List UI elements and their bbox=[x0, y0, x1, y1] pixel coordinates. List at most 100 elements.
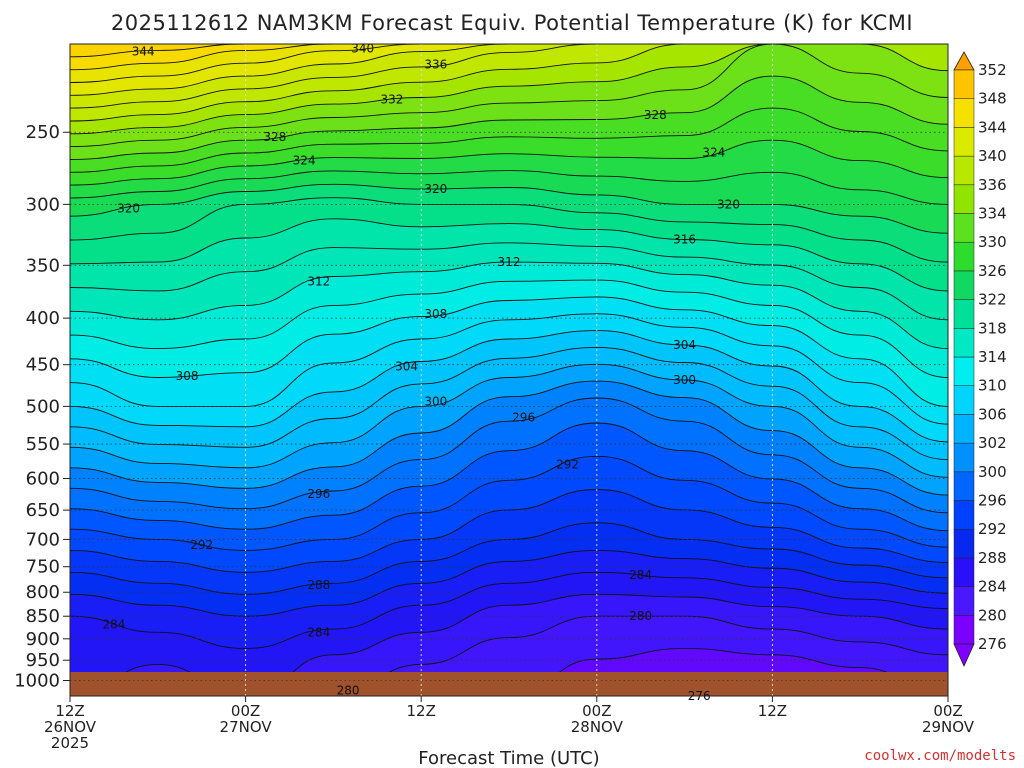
contour-label: 288 bbox=[307, 578, 330, 592]
isentrope-line bbox=[70, 44, 948, 109]
colorbar-label: 340 bbox=[978, 147, 1007, 165]
x-tick-label: 12Z bbox=[55, 702, 84, 720]
plot-frame bbox=[69, 43, 949, 697]
contour-label: 280 bbox=[629, 609, 652, 623]
isentrope-line bbox=[70, 279, 948, 378]
isentrope-line bbox=[70, 44, 948, 71]
colorbar-label: 306 bbox=[978, 405, 1007, 423]
contour-label: 320 bbox=[424, 182, 447, 196]
y-tick-label: 750 bbox=[26, 557, 60, 578]
x-tick-label: 26NOV bbox=[44, 718, 97, 736]
y-tick-label: 550 bbox=[26, 434, 60, 455]
x-tick-label: 12Z bbox=[758, 702, 787, 720]
contour-label: 308 bbox=[176, 369, 199, 383]
x-tick-label: 2025 bbox=[51, 734, 89, 752]
contour-label: 340 bbox=[351, 41, 374, 55]
contour-label: 336 bbox=[424, 57, 447, 71]
isentrope-line bbox=[70, 242, 948, 321]
isentrope-line bbox=[70, 363, 948, 478]
colorbar-label: 276 bbox=[978, 635, 1007, 653]
colorbar-swatch bbox=[953, 155, 975, 186]
chart-title: 2025112612 NAM3KM Forecast Equiv. Potent… bbox=[111, 11, 913, 35]
colorbar-swatch bbox=[953, 528, 975, 559]
credit-text: coolwx.com/modelts bbox=[864, 748, 1016, 764]
grid-lines bbox=[70, 44, 948, 696]
colorbar-label: 292 bbox=[978, 520, 1007, 538]
isentrope-line bbox=[70, 296, 948, 407]
colorbar-max-arrow bbox=[953, 51, 975, 71]
isentrope-line bbox=[70, 44, 948, 83]
colorbar-min-arrow bbox=[953, 643, 975, 667]
isentrope-line bbox=[70, 571, 948, 649]
colorbar-label: 314 bbox=[978, 348, 1007, 366]
isentrope-line bbox=[70, 44, 948, 58]
isentrope-line bbox=[70, 330, 948, 443]
colorbar-swatch bbox=[953, 586, 975, 616]
colorbar: 276 280 284 288 292 296 300 302 306 310 314 318 322 3… bbox=[953, 51, 1007, 667]
colorbar-label: 322 bbox=[978, 291, 1007, 309]
contour-label: 292 bbox=[190, 538, 213, 552]
x-tick-label: 28NOV bbox=[571, 718, 624, 736]
contour-label: 328 bbox=[263, 130, 286, 144]
isentrope-line bbox=[70, 139, 948, 186]
colorbar-label: 330 bbox=[978, 233, 1007, 251]
contour-label: 304 bbox=[395, 360, 418, 374]
x-tick-label: 12Z bbox=[407, 702, 436, 720]
colorbar-swatch bbox=[953, 328, 975, 358]
colorbar-label: 280 bbox=[978, 606, 1007, 624]
colorbar-swatch bbox=[953, 69, 975, 99]
colorbar-label: 348 bbox=[978, 90, 1007, 108]
y-tick-label: 500 bbox=[26, 396, 60, 417]
colorbar-swatch bbox=[953, 442, 975, 473]
colorbar-label: 296 bbox=[978, 492, 1007, 510]
contour-label: 324 bbox=[293, 153, 316, 167]
colorbar-swatch bbox=[953, 356, 975, 386]
isentrope-line bbox=[70, 313, 948, 425]
contour-label: 312 bbox=[498, 255, 521, 269]
isentrope-line bbox=[70, 170, 948, 205]
y-tick-label: 900 bbox=[26, 629, 60, 650]
y-tick-label: 300 bbox=[26, 194, 60, 215]
x-tick-label: 00Z bbox=[582, 702, 611, 720]
colorbar-swatch bbox=[953, 615, 975, 645]
y-tick-label: 350 bbox=[26, 255, 60, 276]
colorbar-swatch bbox=[953, 557, 975, 587]
isentrope-line bbox=[70, 44, 948, 135]
contour-label: 308 bbox=[424, 307, 447, 321]
y-tick-label: 650 bbox=[26, 500, 60, 521]
colorbar-label: 344 bbox=[978, 118, 1007, 136]
isentrope-line bbox=[70, 549, 948, 617]
x-tick-label: 00Z bbox=[933, 702, 962, 720]
isentrope-line bbox=[70, 218, 948, 292]
y-tick-label: 400 bbox=[26, 308, 60, 329]
colorbar-swatch bbox=[953, 213, 975, 243]
colorbar-swatch bbox=[953, 299, 975, 329]
colorbar-label: 302 bbox=[978, 434, 1007, 452]
y-tick-label: 450 bbox=[26, 355, 60, 376]
contour-label: 300 bbox=[673, 373, 696, 387]
y-tick-label: 800 bbox=[26, 582, 60, 603]
colorbar-label: 326 bbox=[978, 262, 1007, 280]
colorbar-label: 284 bbox=[978, 578, 1007, 596]
y-tick-label: 250 bbox=[26, 122, 60, 143]
y-tick-label: 850 bbox=[26, 606, 60, 627]
contour-label: 316 bbox=[673, 232, 696, 246]
colorbar-swatch bbox=[953, 500, 975, 530]
colorbar-label: 352 bbox=[978, 61, 1007, 79]
contour-label: 284 bbox=[629, 568, 652, 582]
y-tick-label: 700 bbox=[26, 529, 60, 550]
contour-labels: 344 340 336 328 332 328 324 324 320 320 320 312 312 3… bbox=[102, 41, 740, 703]
contour-label: 292 bbox=[556, 457, 579, 471]
y-axis-pressure: 2503003504004505005506006507007508008509… bbox=[14, 122, 70, 691]
colorbar-label: 318 bbox=[978, 319, 1007, 337]
isentrope-line bbox=[70, 489, 948, 573]
colorbar-label: 334 bbox=[978, 205, 1007, 223]
contour-label: 312 bbox=[307, 274, 330, 288]
y-tick-label: 1000 bbox=[14, 670, 60, 691]
x-tick-label: 00Z bbox=[231, 702, 260, 720]
colorbar-swatch bbox=[953, 385, 975, 415]
isentrope-line bbox=[70, 346, 948, 461]
colorbar-label: 336 bbox=[978, 176, 1007, 194]
contour-label: 320 bbox=[717, 197, 740, 211]
